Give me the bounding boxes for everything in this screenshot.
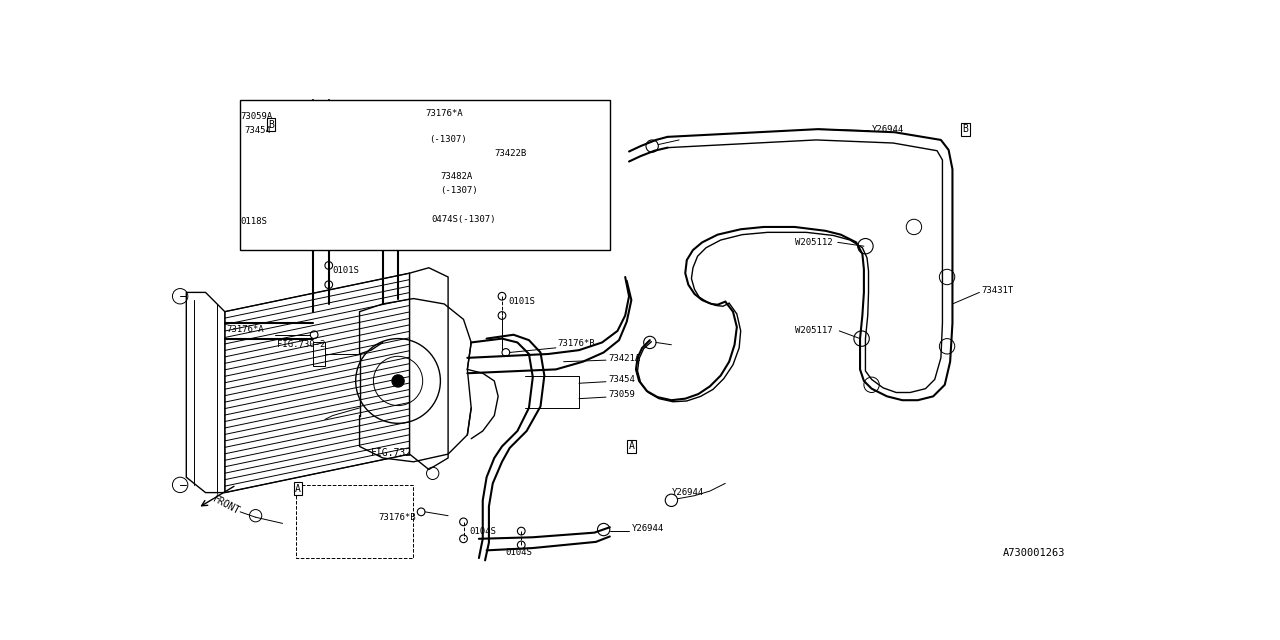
Text: Y26944: Y26944 bbox=[872, 125, 904, 134]
Text: B: B bbox=[963, 124, 969, 134]
Text: 73454: 73454 bbox=[244, 126, 271, 135]
Text: (-1307): (-1307) bbox=[440, 186, 477, 195]
Text: (-1307): (-1307) bbox=[429, 136, 466, 145]
Text: Y26944: Y26944 bbox=[672, 488, 704, 497]
Text: 73454: 73454 bbox=[608, 375, 635, 384]
Text: 73176*A: 73176*A bbox=[425, 109, 462, 118]
Text: FRONT: FRONT bbox=[211, 494, 242, 517]
Bar bbox=[241, 100, 609, 250]
Text: A: A bbox=[294, 484, 301, 493]
Text: 0104S: 0104S bbox=[506, 548, 532, 557]
Text: 73422B: 73422B bbox=[494, 149, 526, 158]
Text: 0474S(-1307): 0474S(-1307) bbox=[431, 215, 495, 224]
Text: 73059A: 73059A bbox=[241, 113, 273, 122]
Text: 0118S: 0118S bbox=[241, 217, 268, 226]
Text: FIG.730-2: FIG.730-2 bbox=[278, 340, 325, 349]
Text: A730001263: A730001263 bbox=[1002, 548, 1065, 557]
Text: A: A bbox=[628, 442, 635, 451]
Circle shape bbox=[392, 375, 404, 387]
Text: 73059: 73059 bbox=[608, 390, 635, 399]
Text: 0104S: 0104S bbox=[470, 527, 497, 536]
Text: 73431T: 73431T bbox=[980, 286, 1014, 296]
Text: B: B bbox=[268, 120, 274, 129]
Text: W205112: W205112 bbox=[795, 238, 832, 247]
Text: 73176*B: 73176*B bbox=[379, 513, 416, 522]
Text: 0101S: 0101S bbox=[333, 266, 360, 275]
Text: Y26944: Y26944 bbox=[631, 524, 663, 532]
Polygon shape bbox=[410, 268, 448, 470]
Polygon shape bbox=[187, 292, 225, 493]
Text: 73176*A: 73176*A bbox=[227, 325, 264, 334]
Text: 73482A: 73482A bbox=[440, 172, 472, 181]
Text: FIG.732: FIG.732 bbox=[371, 447, 412, 458]
Text: 73421A: 73421A bbox=[608, 354, 640, 363]
Polygon shape bbox=[225, 273, 410, 493]
Text: 73176*B: 73176*B bbox=[558, 339, 595, 348]
Text: 0101S: 0101S bbox=[508, 297, 535, 306]
Text: W205117: W205117 bbox=[795, 326, 832, 335]
